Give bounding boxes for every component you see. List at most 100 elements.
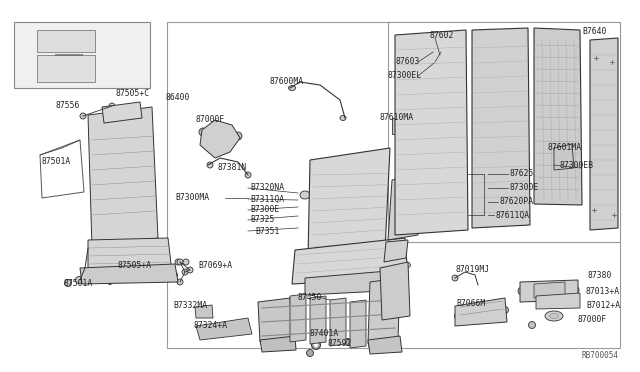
Circle shape xyxy=(591,208,596,212)
Text: B7325: B7325 xyxy=(250,215,275,224)
Text: 87019MJ: 87019MJ xyxy=(456,266,490,275)
Text: 87300EB: 87300EB xyxy=(560,160,594,170)
Circle shape xyxy=(161,270,167,276)
Bar xyxy=(14,22,150,88)
Circle shape xyxy=(344,339,351,346)
Text: RB700054: RB700054 xyxy=(581,351,618,360)
Polygon shape xyxy=(455,298,507,326)
Text: 87625: 87625 xyxy=(510,170,534,179)
Text: 87505+C: 87505+C xyxy=(116,89,150,97)
Polygon shape xyxy=(520,280,578,302)
Polygon shape xyxy=(534,28,582,205)
Text: B7012+A: B7012+A xyxy=(586,301,620,311)
Polygon shape xyxy=(368,278,400,344)
Ellipse shape xyxy=(300,191,310,199)
Text: B7300MA: B7300MA xyxy=(175,193,209,202)
Text: B7311QA: B7311QA xyxy=(250,195,284,203)
Ellipse shape xyxy=(289,86,296,90)
Text: 87501A: 87501A xyxy=(64,279,93,289)
Circle shape xyxy=(314,343,318,347)
Text: 87381N: 87381N xyxy=(218,163,247,171)
Circle shape xyxy=(312,340,321,350)
Text: 87300EL: 87300EL xyxy=(388,71,422,80)
Polygon shape xyxy=(290,294,306,342)
Bar xyxy=(55,54,83,55)
Polygon shape xyxy=(88,107,158,248)
Polygon shape xyxy=(384,240,408,262)
Circle shape xyxy=(109,103,115,109)
Text: 87602: 87602 xyxy=(430,32,454,41)
Circle shape xyxy=(394,279,399,285)
Circle shape xyxy=(305,256,310,260)
Polygon shape xyxy=(308,148,390,258)
Text: 87603: 87603 xyxy=(395,58,419,67)
Text: 87401A: 87401A xyxy=(310,330,339,339)
Text: B7320NA: B7320NA xyxy=(250,183,284,192)
Text: B7351: B7351 xyxy=(255,227,280,235)
Polygon shape xyxy=(305,270,402,295)
Bar xyxy=(388,22,620,242)
Polygon shape xyxy=(395,30,468,235)
Text: 87611QA: 87611QA xyxy=(496,211,530,219)
Polygon shape xyxy=(350,300,366,348)
Polygon shape xyxy=(196,318,252,340)
Bar xyxy=(392,118,400,134)
Ellipse shape xyxy=(545,311,563,321)
Circle shape xyxy=(609,60,614,64)
Circle shape xyxy=(593,55,598,61)
Circle shape xyxy=(307,350,314,356)
Polygon shape xyxy=(102,102,142,123)
Ellipse shape xyxy=(550,314,559,318)
Circle shape xyxy=(438,49,444,55)
Text: 87324+A: 87324+A xyxy=(193,321,227,330)
Polygon shape xyxy=(310,296,326,344)
Text: 87380: 87380 xyxy=(588,272,612,280)
Polygon shape xyxy=(534,282,565,298)
Circle shape xyxy=(502,307,509,314)
Circle shape xyxy=(245,172,251,178)
Bar xyxy=(37,30,95,52)
Bar xyxy=(37,55,95,82)
Text: B7640: B7640 xyxy=(582,28,606,36)
Circle shape xyxy=(65,279,72,286)
Circle shape xyxy=(175,259,181,265)
Text: B7332MA: B7332MA xyxy=(173,301,207,310)
Text: 87600MA: 87600MA xyxy=(270,77,304,87)
Text: 86400: 86400 xyxy=(166,93,190,102)
Circle shape xyxy=(183,259,189,265)
Text: 87300E: 87300E xyxy=(510,183,540,192)
Polygon shape xyxy=(472,28,530,228)
Circle shape xyxy=(611,212,616,218)
Polygon shape xyxy=(368,336,402,354)
Polygon shape xyxy=(536,293,580,309)
Polygon shape xyxy=(200,120,240,158)
Circle shape xyxy=(199,308,205,314)
Polygon shape xyxy=(80,264,178,284)
Text: 87601MA: 87601MA xyxy=(548,144,582,153)
Circle shape xyxy=(108,279,113,285)
Text: B7300E: B7300E xyxy=(250,205,279,215)
Text: 87501A: 87501A xyxy=(42,157,71,166)
Circle shape xyxy=(369,341,376,349)
Polygon shape xyxy=(88,238,172,272)
Polygon shape xyxy=(380,262,410,320)
Bar xyxy=(167,22,620,348)
Polygon shape xyxy=(590,38,618,230)
Circle shape xyxy=(207,162,213,168)
Polygon shape xyxy=(388,175,420,240)
Circle shape xyxy=(177,279,183,285)
Polygon shape xyxy=(554,144,574,170)
Text: 87450: 87450 xyxy=(298,292,323,301)
Text: 87592: 87592 xyxy=(328,339,353,347)
Polygon shape xyxy=(370,302,386,350)
Bar xyxy=(55,55,83,77)
Circle shape xyxy=(173,273,177,278)
Circle shape xyxy=(314,332,322,340)
Circle shape xyxy=(518,287,526,295)
Circle shape xyxy=(406,263,410,267)
Circle shape xyxy=(76,276,83,283)
Text: 87620PA: 87620PA xyxy=(500,198,534,206)
Text: 87000F: 87000F xyxy=(578,315,607,324)
Polygon shape xyxy=(195,305,213,318)
Text: B7066M: B7066M xyxy=(456,299,485,308)
